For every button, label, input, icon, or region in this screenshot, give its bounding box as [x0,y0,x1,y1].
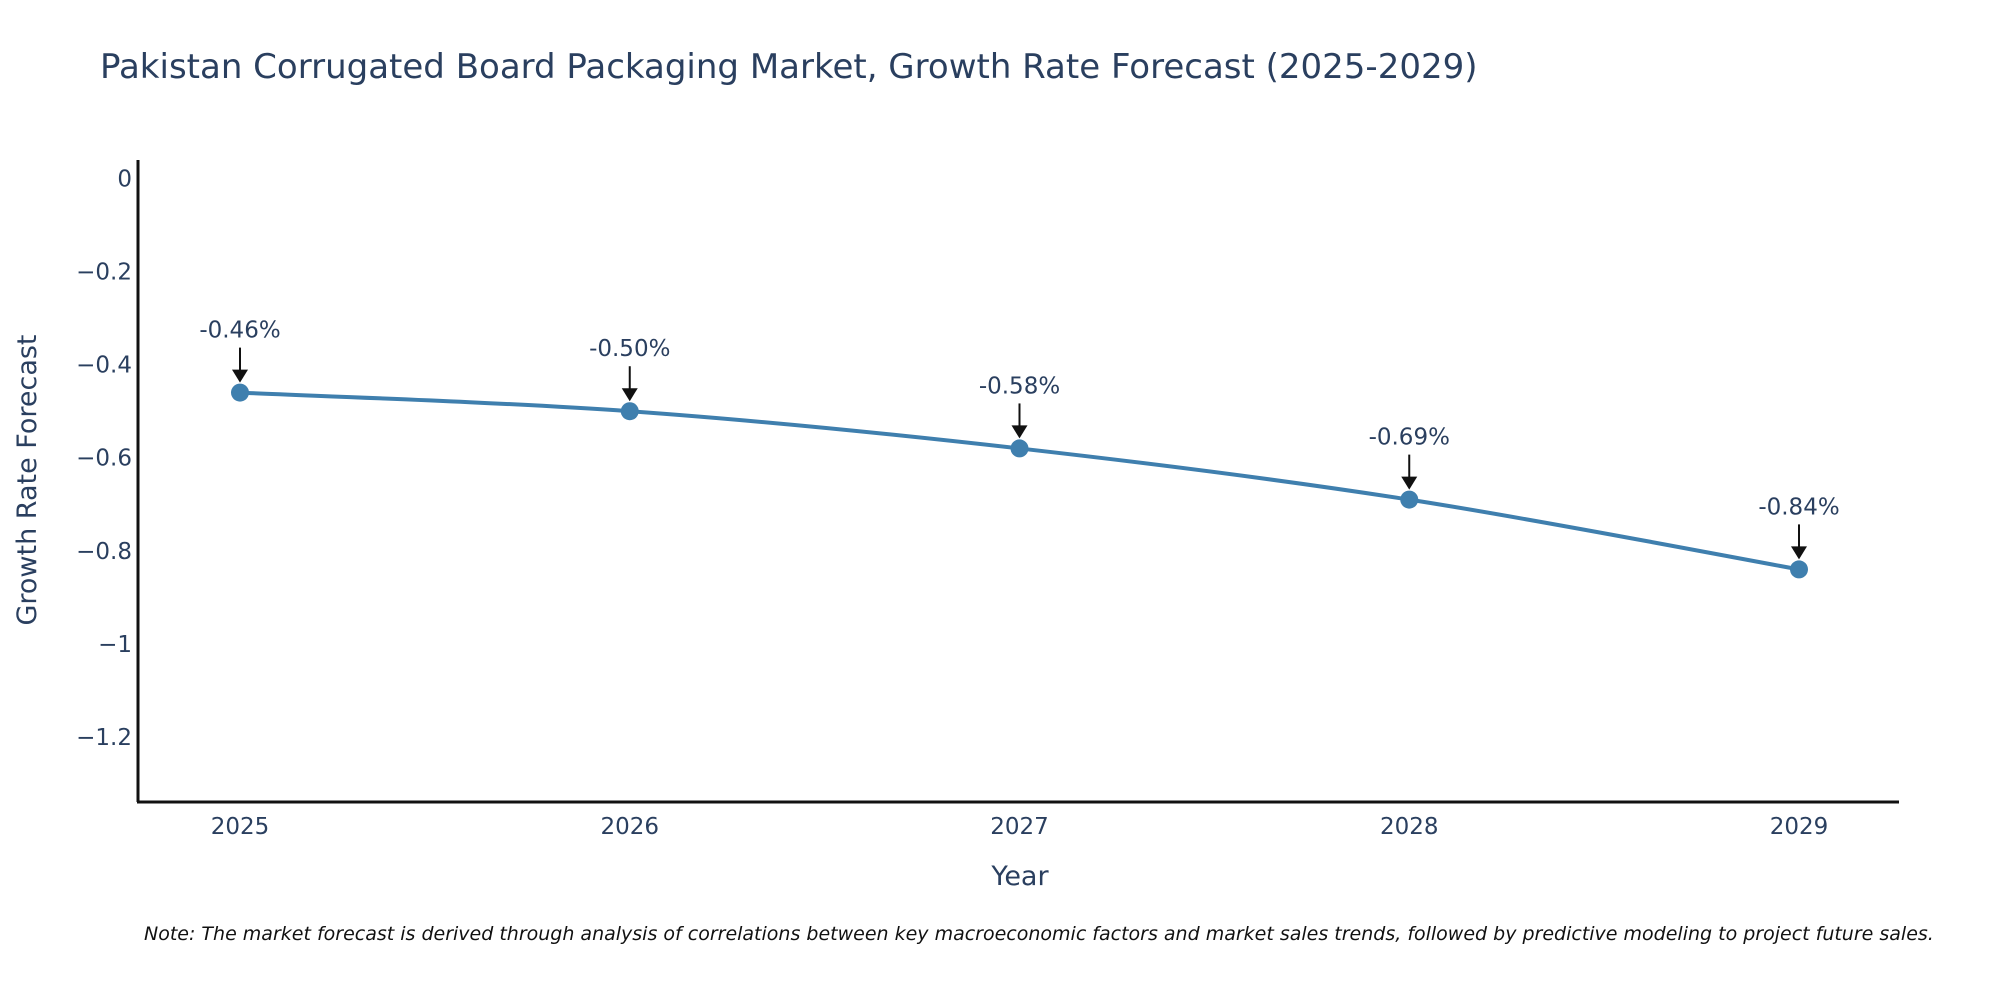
x-tick-label: 2029 [1770,814,1829,840]
x-tick-label: 2025 [211,814,270,840]
data-point [620,402,639,421]
y-axis-title: Growth Rate Forecast [12,334,43,625]
forecast-note: Note: The market forecast is derived thr… [144,923,1934,945]
data-annotations: -0.46% -0.50% -0.58% -0.69% -0.84% [199,318,1840,560]
annotation-arrow-head [232,369,248,383]
data-point [231,383,249,402]
data-label: -0.58% [979,373,1060,399]
data-label: -0.69% [1369,425,1450,451]
data-point [1790,560,1808,579]
y-tick-label: −1 [98,632,132,658]
y-tick-label: −0.4 [76,353,132,379]
y-tick-label: −0.8 [76,539,132,565]
data-point [1010,439,1029,458]
y-tick-label: −0.6 [76,446,132,472]
y-axis-ticks: 0 −0.2 −0.4 −0.6 −0.8 −1 −1.2 [76,167,132,751]
annotation-arrow-head [1011,425,1028,439]
x-axis-ticks: 2025 2026 2027 2028 2029 [211,814,1829,840]
data-points [231,383,1808,579]
data-label: -0.46% [199,318,280,344]
x-axis-title: Year [990,861,1049,892]
annotation-arrow-head [1401,476,1418,490]
annotation-arrow-head [621,388,638,402]
y-tick-label: 0 [117,167,132,193]
data-label: -0.50% [589,336,670,362]
x-tick-label: 2027 [990,814,1049,840]
y-tick-label: −0.2 [76,260,132,286]
y-tick-label: −1.2 [76,725,132,751]
annotation-arrow-head [1791,546,1807,560]
x-tick-label: 2026 [600,814,659,840]
data-point [1400,490,1419,509]
chart-title: Pakistan Corrugated Board Packaging Mark… [100,47,1477,87]
x-tick-label: 2028 [1380,814,1439,840]
data-label: -0.84% [1758,494,1839,520]
